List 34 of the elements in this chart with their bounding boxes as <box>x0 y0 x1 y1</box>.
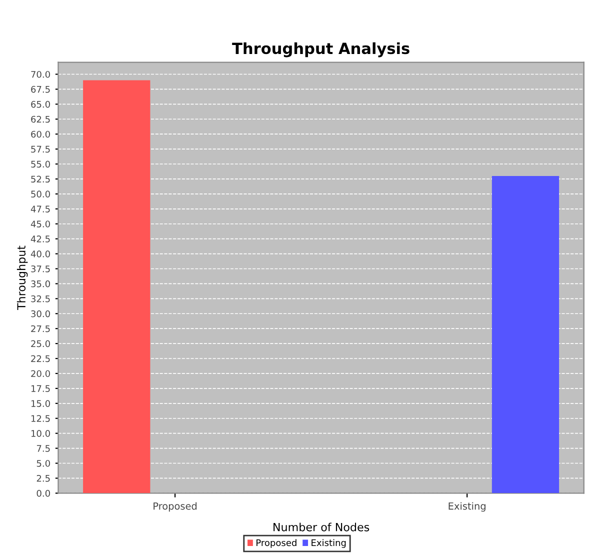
y-tick-label: 35.0 <box>31 280 50 288</box>
y-tick-label: 32.5 <box>31 295 50 302</box>
y-tick-label: 40.0 <box>30 250 50 258</box>
y-tick-label: 20.0 <box>31 370 50 378</box>
legend-label: Existing <box>312 539 346 548</box>
y-tick-label: 17.5 <box>31 385 50 392</box>
y-tick-label: 65.0 <box>31 100 50 108</box>
y-tick-label: 15.0 <box>31 400 50 407</box>
y-tick-label: 5.0 <box>36 460 50 467</box>
y-tick-label: 57.5 <box>31 146 50 153</box>
y-tick-label: 12.5 <box>31 415 50 422</box>
y-tick-label: 67.5 <box>31 86 50 93</box>
y-tick-label: 47.5 <box>30 206 50 212</box>
y-tick-label: 2.5 <box>36 474 50 482</box>
y-axis-title: Throughput <box>16 246 28 310</box>
y-tick-label: 55.0 <box>31 160 50 168</box>
legend-label: Proposed <box>256 539 296 548</box>
y-tick-label: 25.0 <box>31 340 50 348</box>
y-tick-label: 60.0 <box>31 130 50 138</box>
y-tick-label: 42.5 <box>30 236 50 242</box>
y-tick-label: 50.0 <box>31 190 50 198</box>
chart-title: Throughput Analysis <box>232 42 410 58</box>
y-tick-label: 37.5 <box>31 265 50 272</box>
y-tick-label: 52.5 <box>31 176 50 183</box>
y-tick-label: 22.5 <box>31 355 50 362</box>
y-tick-label: 10.0 <box>31 430 50 437</box>
y-tick-label: 62.5 <box>31 116 50 123</box>
x-axis-title: Number of Nodes <box>274 522 370 532</box>
y-tick-label: 27.5 <box>31 325 50 332</box>
y-tick-label: 30.0 <box>31 310 50 318</box>
y-tick-label: 45.0 <box>30 220 50 228</box>
y-tick-label: 70.0 <box>31 70 50 78</box>
y-tick-label: 7.5 <box>36 445 50 452</box>
y-tick-label: 0.0 <box>36 490 50 497</box>
